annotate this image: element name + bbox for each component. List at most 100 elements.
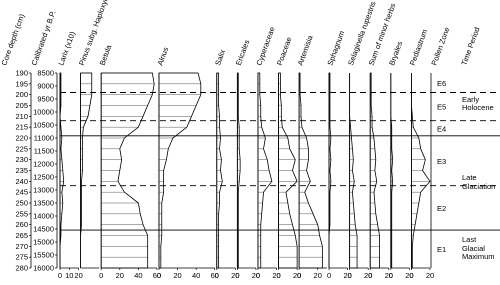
taxon-curve [158, 72, 202, 269]
period-label: Early Holocene [462, 94, 494, 113]
age-axis-label: Calibrated yr B.P. [29, 9, 57, 66]
x-tick-label: 0 [368, 271, 372, 280]
age-tick-label: 15000 [33, 238, 54, 247]
depth-tick-label: 190 [15, 69, 28, 78]
depth-tick-label: 195 [15, 79, 28, 88]
depth-tick-label: 215 [15, 123, 28, 132]
x-tick-label: 0 [297, 271, 301, 280]
depth-tick-label: 205 [15, 101, 28, 110]
depth-tick-label: 250 [15, 199, 28, 208]
x-tick-label: 20 [252, 271, 260, 280]
taxon-label: Betula [98, 43, 114, 67]
taxon-curve [328, 72, 332, 268]
x-tick-label: 20 [272, 271, 280, 280]
period-label: Last Glacial Maximum [462, 235, 495, 262]
taxon-label: Alnus [155, 46, 170, 67]
taxon-label: Cyperaceae [254, 26, 276, 67]
age-tick-label: 12500 [33, 173, 54, 182]
zone-label: E2 [437, 204, 446, 213]
taxon-label: Salix [213, 48, 227, 67]
age-tick-label: 15500 [33, 251, 54, 260]
age-tick-label: 10000 [33, 108, 54, 117]
age-tick-label: 14000 [33, 212, 54, 221]
depth-tick-label: 230 [15, 155, 28, 164]
taxon-label: Poaceae [275, 36, 294, 67]
taxon-curve [80, 72, 93, 268]
zone-axis-label: Pollen Zone [429, 26, 451, 67]
x-tick-label: 0 [327, 271, 331, 280]
age-tick-label: 14500 [33, 225, 54, 234]
depth-tick-label: 280 [15, 264, 28, 273]
x-tick-label: 0 [276, 271, 280, 280]
depth-tick-label: 225 [15, 144, 28, 153]
taxon-curve [59, 72, 65, 268]
period-axis-label: Time Period [459, 26, 481, 67]
age-tick-label: 8500 [37, 69, 54, 78]
depth-tick-label: 200 [15, 90, 28, 99]
taxon-label: Artemisia [296, 33, 315, 66]
x-tick-label: 20 [364, 271, 372, 280]
taxon-label: Sphagnum [325, 30, 346, 67]
x-tick-label: 0 [235, 271, 239, 280]
zone-label: E5 [437, 103, 446, 112]
taxon-curve [216, 72, 223, 269]
taxon-curve [298, 72, 323, 269]
x-tick-label: 0 [215, 271, 219, 280]
taxon-curve [349, 73, 358, 269]
x-tick-label: 0 [99, 271, 103, 280]
age-tick-label: 11000 [34, 134, 54, 143]
taxon-curve [390, 73, 394, 269]
depth-tick-label: 235 [15, 166, 28, 175]
taxon-label: Pediastrum [408, 28, 429, 67]
x-tick-label: 0 [389, 271, 393, 280]
age-tick-label: 9500 [37, 95, 54, 104]
x-tick-label: 20 [116, 271, 124, 280]
taxon-curve [411, 73, 431, 269]
zone-label: E6 [437, 79, 446, 88]
age-tick-label: 16000 [33, 264, 54, 273]
taxon-curve [257, 72, 273, 269]
age-tick-label: 13000 [33, 186, 54, 195]
x-tick-label: 0 [157, 271, 161, 280]
x-tick-label: 20 [173, 271, 181, 280]
age-tick-label: 9000 [37, 82, 54, 91]
depth-tick-label: 275 [15, 253, 28, 262]
x-tick-label: 0 [256, 271, 260, 280]
x-tick-label: 20 [426, 271, 434, 280]
x-tick-label: 60 [211, 271, 219, 280]
x-tick-label: 20 [385, 271, 393, 280]
x-tick-label: 20 [405, 271, 413, 280]
x-tick-label: 20 [314, 271, 322, 280]
x-tick-label: 20 [343, 271, 351, 280]
taxon-curve [236, 72, 241, 269]
depth-tick-label: 240 [15, 177, 28, 186]
age-tick-label: 13500 [33, 199, 54, 208]
depth-tick-label: 255 [15, 209, 28, 218]
depth-tick-label: 245 [15, 188, 28, 197]
x-tick-label: 20 [231, 271, 239, 280]
period-label: Late Glaciation [462, 173, 496, 191]
taxon-label: Ericales [234, 38, 252, 66]
x-tick-label: 0 [348, 271, 352, 280]
age-tick-label: 11500 [34, 147, 54, 156]
depth-tick-label: 210 [15, 112, 28, 121]
depth-tick-label: 270 [15, 242, 28, 251]
taxon-label: Larix (x10) [56, 30, 77, 67]
x-tick-label: 0 [409, 271, 413, 280]
depth-tick-label: 220 [15, 134, 28, 143]
x-tick-label: 0 [58, 271, 62, 280]
age-tick-label: 12000 [33, 160, 54, 169]
x-tick-label: 20 [74, 271, 82, 280]
depth-axis-label: Core depth (cm) [0, 12, 27, 66]
taxon-label: Bryales [387, 40, 404, 67]
zone-label: E1 [437, 245, 446, 254]
taxon-curve [369, 72, 380, 269]
zone-label: E4 [437, 124, 446, 133]
x-tick-label: 10 [65, 271, 73, 280]
depth-tick-label: 265 [15, 231, 28, 240]
x-tick-label: 40 [192, 271, 200, 280]
taxon-curve [100, 72, 155, 269]
taxon-curve [278, 72, 298, 269]
